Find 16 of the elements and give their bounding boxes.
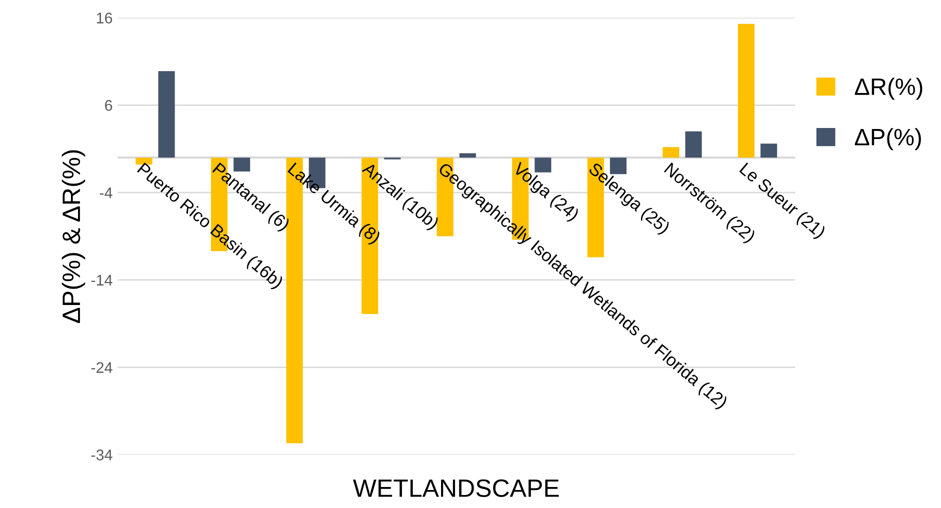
legend-label: ΔP(%) [854, 128, 921, 150]
bar [662, 147, 680, 158]
x-axis-title: WETLANDSCAPE [353, 479, 559, 498]
bar [459, 153, 476, 158]
bar [760, 144, 778, 158]
y-tick-label: -24 [91, 362, 112, 373]
y-tick-label: -4 [100, 188, 112, 198]
bar [685, 131, 702, 158]
bar [158, 71, 175, 158]
legend-label: ΔR(%) [854, 78, 922, 100]
y-tick-label: 6 [105, 100, 112, 111]
bar [738, 24, 754, 158]
y-tick-label: -34 [91, 450, 112, 460]
y-axis-title: ΔP(%) & ΔR(%) [62, 150, 86, 324]
y-tick-label: 16 [96, 12, 112, 24]
y-tick-label: -14 [91, 274, 112, 286]
